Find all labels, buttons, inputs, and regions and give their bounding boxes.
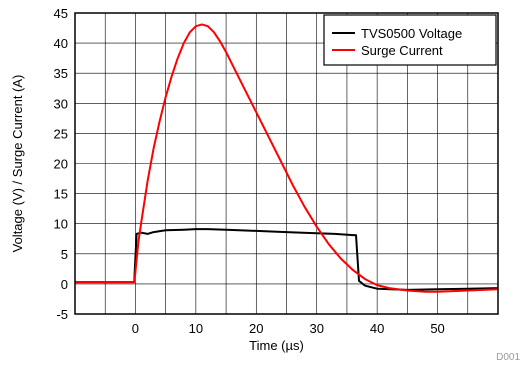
series-line-surge-current [75,23,499,293]
x-axis-title: Time (µs) [249,338,304,353]
y-tick-label: 35 [54,66,68,81]
legend-box [323,14,497,66]
x-tick-label: 50 [430,321,444,336]
y-tick-label: 0 [61,277,68,292]
x-tick-label: 10 [189,321,203,336]
y-axis-title: Voltage (V) / Surge Current (A) [10,75,25,253]
series-line-tvs-voltage [75,228,499,291]
y-tick-label: 15 [54,187,68,202]
legend: TVS0500 Voltage Surge Current [323,14,497,66]
y-tick-label: 45 [54,6,68,21]
y-tick-label: 30 [54,96,68,111]
figure-id: D001 [496,352,520,363]
x-tick-label: 0 [132,321,139,336]
y-tick-label: 5 [61,247,68,262]
x-tick-label: 40 [370,321,384,336]
legend-label: TVS0500 Voltage [361,26,462,41]
legend-label: Surge Current [361,43,443,58]
y-tick-label: 40 [54,36,68,51]
x-tick-label: 30 [309,321,323,336]
y-tick-label: 20 [54,157,68,172]
y-tick-label: 25 [54,126,68,141]
plot-frame [74,12,499,315]
series-layer [75,23,499,293]
x-tick-labels: 0 10 20 30 40 50 [132,321,445,336]
y-tick-label: -5 [56,307,68,322]
x-tick-label: 20 [249,321,263,336]
y-tick-labels: -5 0 5 10 15 20 25 30 35 40 45 [54,6,68,322]
y-tick-label: 10 [54,217,68,232]
